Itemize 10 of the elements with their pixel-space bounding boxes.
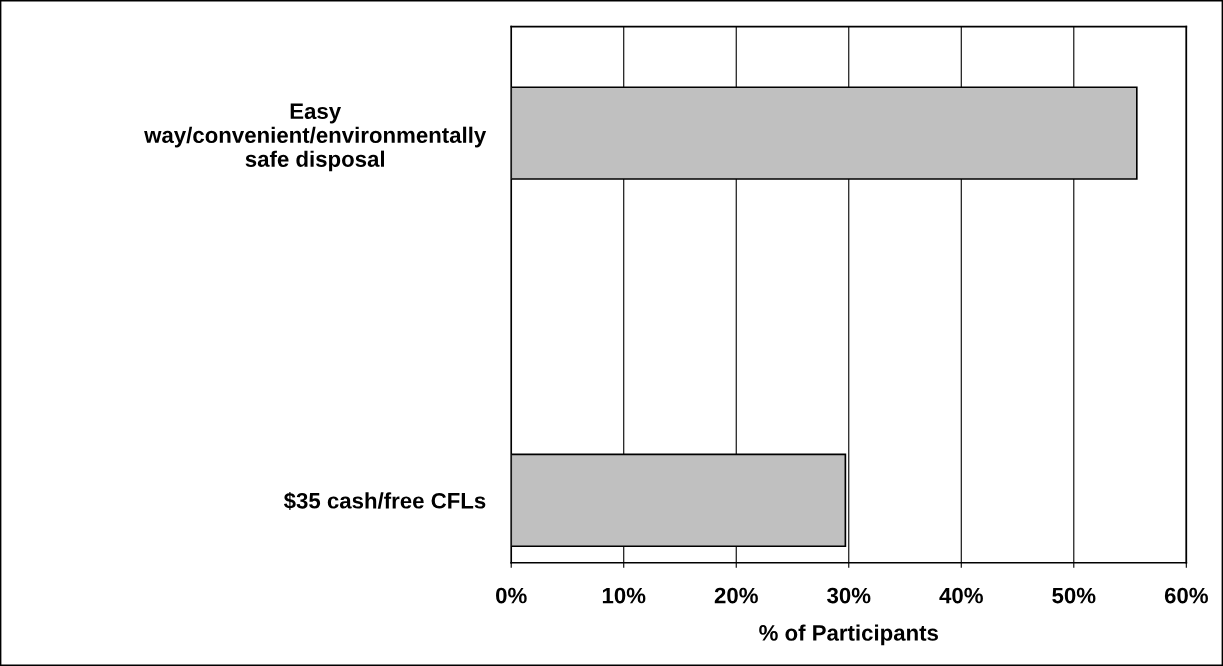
x-tick-label: 60% bbox=[1164, 587, 1208, 604]
x-tick-label: 50% bbox=[1052, 587, 1096, 604]
x-tick-label: 30% bbox=[827, 587, 871, 604]
y-tick-label: $35 cash/free CFLs bbox=[283, 491, 486, 511]
x-tick-label: 0% bbox=[496, 587, 527, 604]
x-tick-label: 10% bbox=[602, 587, 646, 604]
x-axis-title: % of Participants bbox=[759, 624, 938, 646]
x-tick-label: 20% bbox=[714, 587, 758, 604]
y-tick-label: Easy way/convenient/environmentally safe disposal bbox=[144, 103, 487, 172]
x-tick-label: 40% bbox=[939, 587, 983, 604]
